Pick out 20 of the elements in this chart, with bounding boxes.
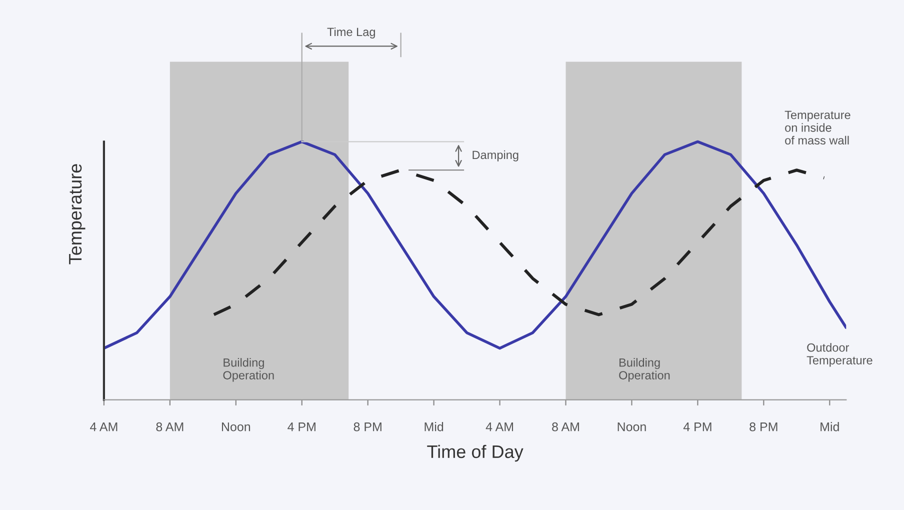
x-tick-label: 8 PM [750, 422, 778, 432]
x-tick-label: 8 AM [552, 422, 579, 432]
x-tick-label: Noon [618, 422, 646, 432]
x-tick-label: 4 AM [486, 422, 514, 432]
text: Temperature on inside of mass wall [784, 110, 850, 145]
x-tick-label: 4 PM [288, 422, 316, 432]
annotation: Damping [472, 150, 518, 162]
x-tick-label: Noon [222, 422, 250, 432]
x-tick-label: Mid [424, 422, 444, 432]
x-tick-label: 8 PM [354, 422, 382, 432]
band-label: Building Operation [619, 358, 670, 382]
x-tick-label: 8 AM [156, 422, 184, 432]
y-axis-title: Temperature [69, 164, 86, 264]
x-tick-label: 4 AM [90, 422, 118, 432]
band-label: Building Operation [223, 358, 274, 382]
x-tick-label: Mid [820, 422, 839, 432]
x-tick-label: 4 PM [683, 422, 712, 432]
text: Outdoor Temperature [806, 343, 872, 367]
text: Time Lag [327, 27, 375, 38]
x-axis-title: Time of Day [427, 444, 524, 462]
